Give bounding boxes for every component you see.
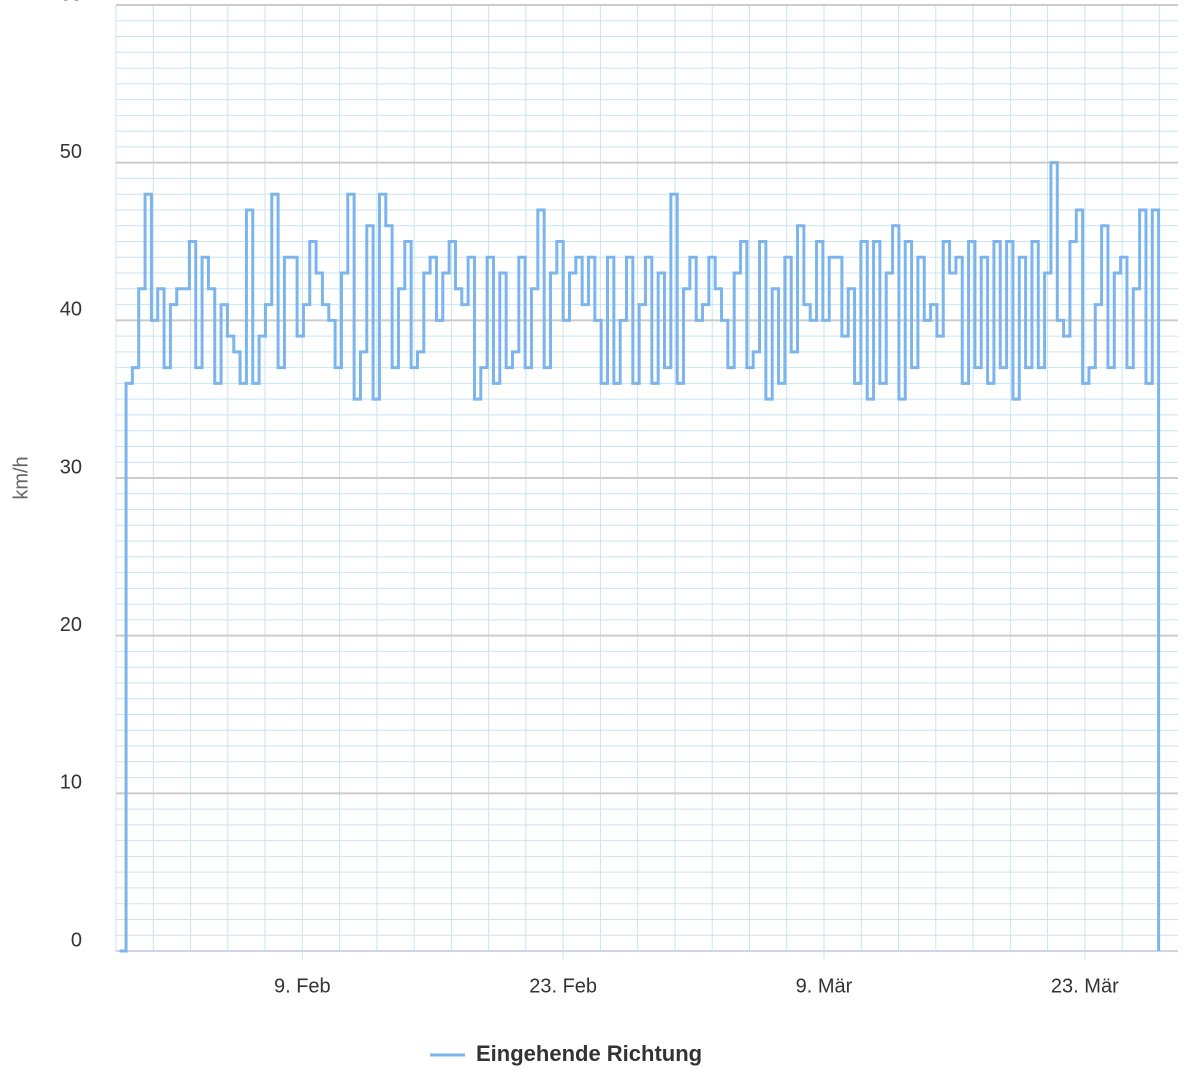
y-tick-label: 10: [60, 772, 82, 794]
y-tick-label: 50: [60, 141, 82, 163]
y-tick-label: 0: [71, 929, 82, 951]
x-tick-label: 23. Mär: [1051, 975, 1119, 997]
y-tick-label: 20: [60, 614, 82, 636]
x-tick-label: 9. Feb: [274, 975, 331, 997]
y-tick-label: 30: [60, 456, 82, 478]
x-tick-label: 23. Feb: [529, 975, 597, 997]
legend-label: Eingehende Richtung: [476, 1041, 702, 1066]
series-line: [119, 161, 1161, 953]
y-tick-label: 40: [60, 299, 82, 321]
y-axis-title: km/h: [10, 456, 32, 499]
x-tick-label: 9. Mär: [796, 975, 853, 997]
y-tick-label: 60: [60, 0, 82, 5]
